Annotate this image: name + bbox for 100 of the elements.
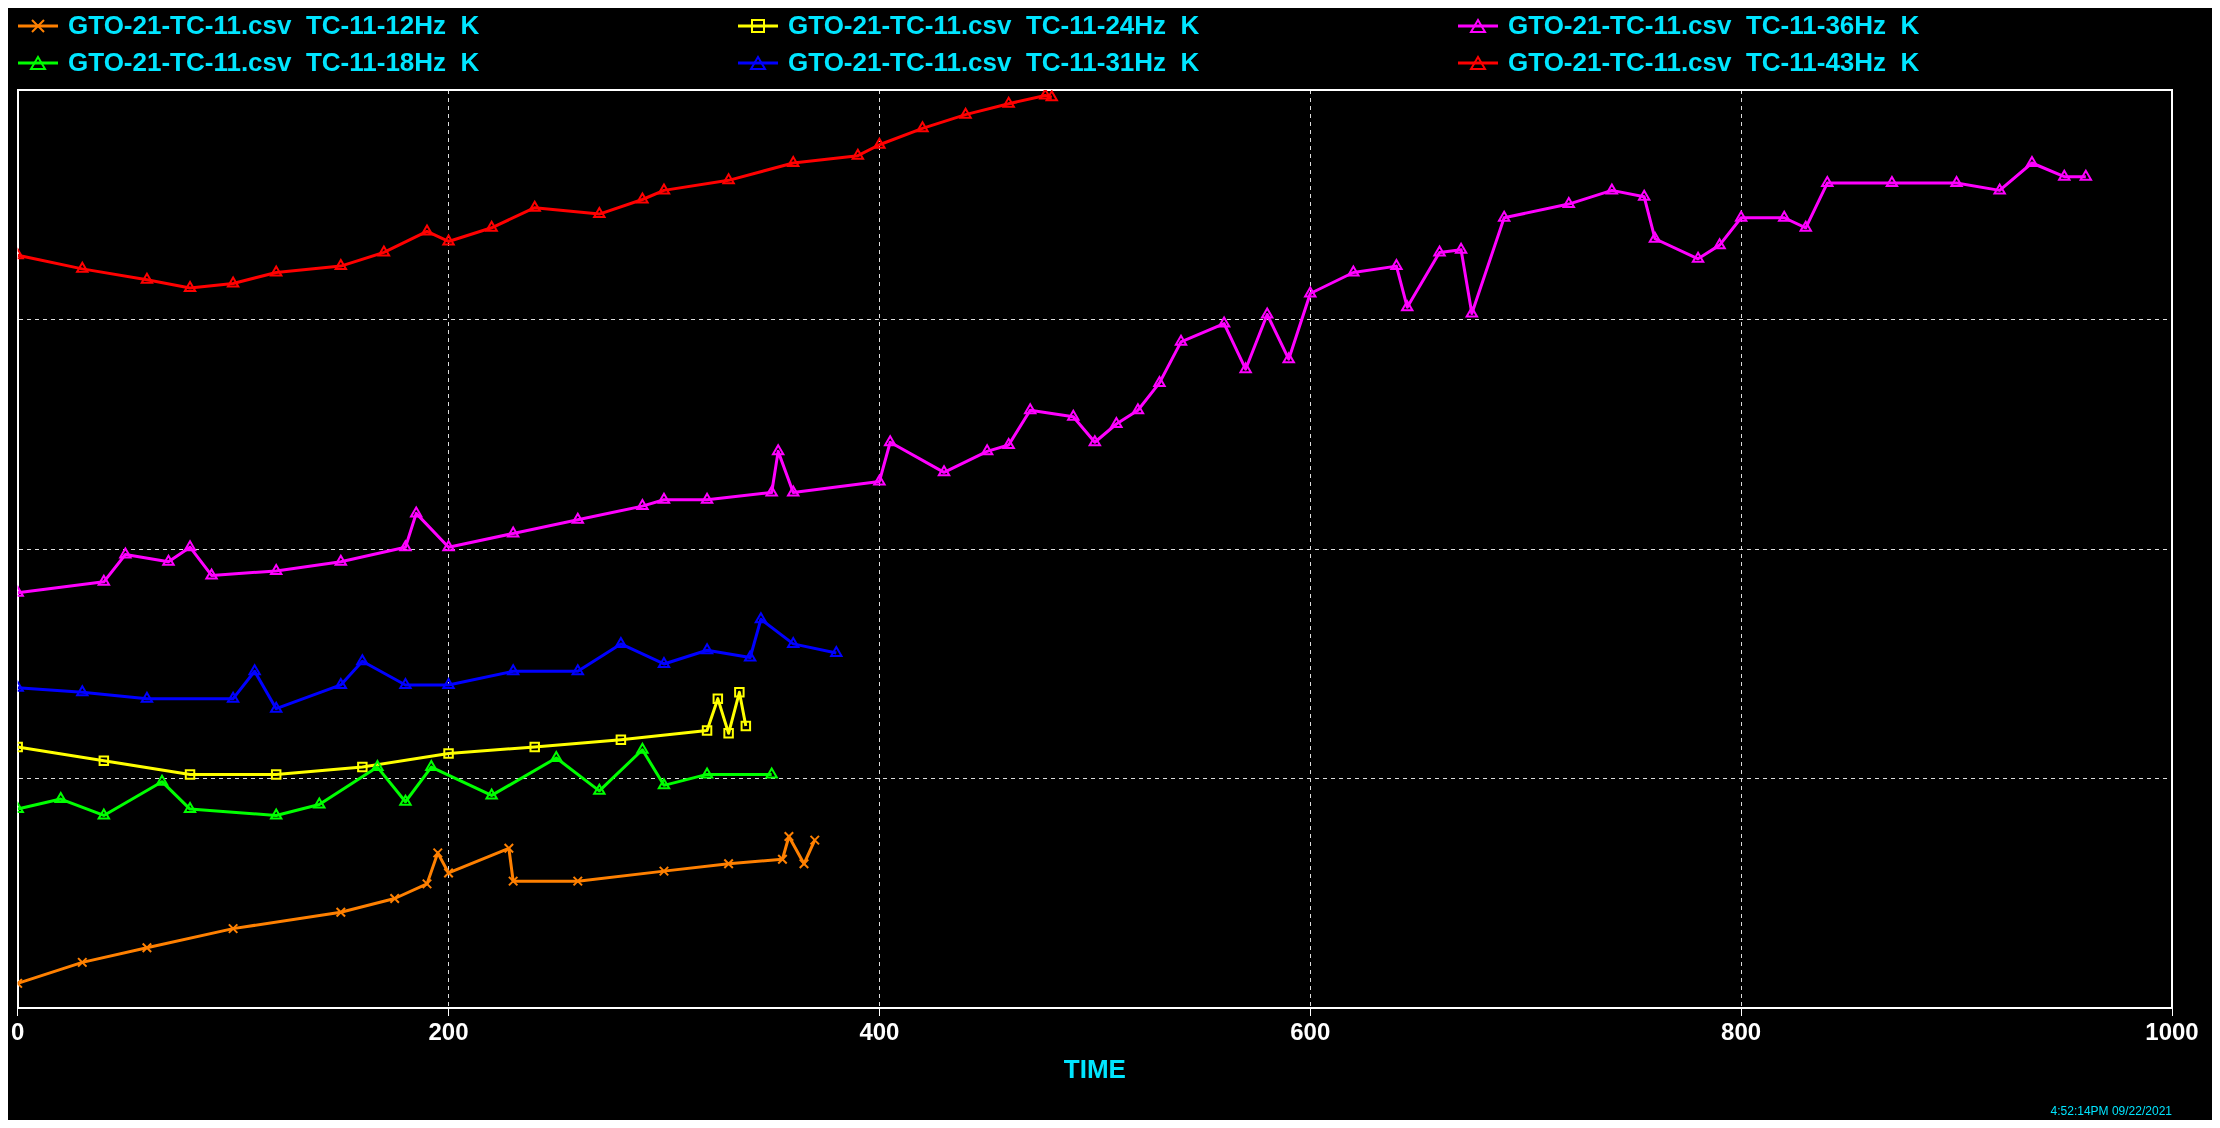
point: [1002, 437, 1015, 449]
point: [1260, 307, 1274, 319]
point: [1002, 96, 1015, 108]
point: [1304, 286, 1317, 298]
legend-label: GTO-21-TC-11.csv TC-11-12Hz K: [68, 10, 480, 41]
point: [550, 750, 563, 762]
legend-label: GTO-21-TC-11.csv TC-11-18Hz K: [68, 47, 480, 78]
point: [205, 568, 218, 580]
point: [700, 492, 714, 504]
point: [615, 734, 627, 745]
point: [270, 769, 282, 780]
x-tick-label: 400: [859, 1018, 900, 1046]
point: [1799, 220, 1812, 232]
point: [485, 220, 498, 232]
point: [1131, 403, 1145, 415]
point: [1950, 176, 1963, 188]
point: [787, 485, 800, 497]
point: [798, 858, 810, 870]
point: [657, 183, 671, 195]
point: [371, 760, 384, 772]
point: [571, 664, 584, 676]
point: [485, 788, 498, 800]
point: [734, 687, 745, 698]
point: [334, 677, 348, 689]
point: [140, 691, 154, 703]
point: [1465, 306, 1479, 318]
point: [507, 875, 519, 887]
point: [76, 685, 89, 697]
point: [140, 272, 154, 284]
point: [1110, 416, 1123, 428]
point: [184, 769, 196, 780]
point: [883, 435, 897, 447]
point: [571, 512, 584, 524]
point: [657, 656, 671, 668]
point: [503, 843, 515, 854]
point: [421, 878, 433, 890]
x-axis-title: TIME: [1063, 1053, 1126, 1084]
point: [1045, 90, 1058, 102]
point: [1153, 375, 1166, 387]
point: [754, 612, 768, 624]
point: [334, 259, 348, 271]
point: [873, 137, 886, 149]
point: [98, 755, 110, 766]
point: [777, 854, 788, 865]
point: [1024, 403, 1037, 415]
legend-label: GTO-21-TC-11.csv TC-11-43Hz K: [1508, 47, 1920, 78]
point: [141, 942, 153, 954]
point: [377, 245, 391, 257]
point: [420, 224, 434, 236]
point: [399, 794, 412, 806]
point: [432, 847, 444, 859]
point: [657, 492, 671, 504]
point: [700, 767, 714, 779]
point: [1713, 238, 1726, 250]
point: [425, 760, 438, 772]
point: [528, 200, 541, 212]
point: [97, 574, 111, 586]
point: [1039, 90, 1052, 100]
point: [506, 664, 520, 676]
point: [1174, 334, 1188, 346]
point: [1885, 176, 1899, 188]
point: [76, 261, 89, 273]
point: [389, 893, 400, 904]
point: [1067, 409, 1080, 421]
point: [2025, 156, 2039, 167]
point: [1605, 183, 1619, 195]
point: [183, 540, 197, 552]
point: [270, 563, 283, 575]
point: [1433, 245, 1446, 257]
point: [740, 720, 752, 732]
x-tick-label: 600: [1290, 1018, 1331, 1046]
point: [1562, 197, 1575, 209]
point: [593, 207, 606, 219]
text: 4:52:14PM 09/22/2021: [2050, 1104, 2172, 1118]
point: [593, 783, 606, 795]
point: [783, 831, 795, 842]
point: [227, 923, 239, 934]
point: [636, 742, 649, 754]
point: [1454, 242, 1468, 254]
point: [771, 444, 785, 456]
point: [1691, 251, 1705, 263]
point: [765, 485, 778, 497]
point: [809, 834, 821, 846]
point: [270, 265, 283, 277]
point: [443, 748, 454, 759]
legend-label: GTO-21-TC-11.csv TC-11-31Hz K: [788, 47, 1200, 78]
point: [2079, 169, 2093, 181]
point: [636, 499, 649, 511]
point: [873, 474, 886, 486]
point: [1217, 316, 1231, 328]
point: [442, 677, 455, 689]
point: [54, 792, 67, 804]
point: [1734, 210, 1748, 222]
point: [442, 540, 455, 552]
point: [937, 465, 951, 477]
point: [410, 506, 423, 518]
point: [830, 646, 843, 658]
point: [636, 192, 649, 204]
point: [399, 677, 412, 689]
point: [155, 774, 169, 786]
